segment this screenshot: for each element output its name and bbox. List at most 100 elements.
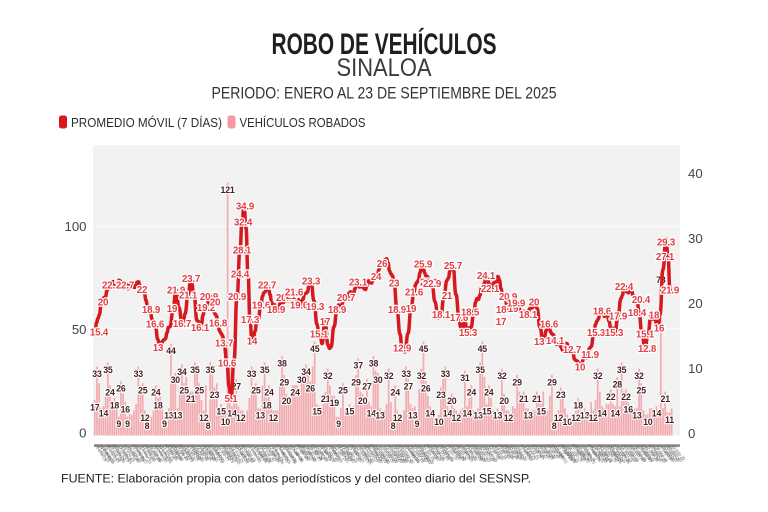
svg-text:14: 14 <box>652 409 662 419</box>
svg-text:27.1: 27.1 <box>656 252 675 263</box>
svg-text:22.7: 22.7 <box>258 280 277 291</box>
svg-text:18: 18 <box>110 400 120 410</box>
svg-text:20.9: 20.9 <box>499 292 518 303</box>
svg-text:23: 23 <box>556 390 566 400</box>
svg-text:16.6: 16.6 <box>146 320 165 331</box>
svg-text:28: 28 <box>613 379 623 389</box>
svg-text:12.8: 12.8 <box>638 344 657 355</box>
svg-text:44: 44 <box>166 346 176 356</box>
svg-text:16.1: 16.1 <box>191 323 210 334</box>
svg-text:14: 14 <box>99 409 109 419</box>
svg-text:24.4: 24.4 <box>231 269 250 280</box>
svg-text:15.3: 15.3 <box>605 328 624 339</box>
svg-text:100: 100 <box>64 219 86 234</box>
svg-text:17.6: 17.6 <box>450 313 469 324</box>
svg-text:12: 12 <box>199 413 209 423</box>
svg-text:21: 21 <box>321 394 331 404</box>
svg-text:9: 9 <box>116 419 121 429</box>
svg-text:10: 10 <box>563 417 573 427</box>
svg-text:9: 9 <box>162 419 167 429</box>
svg-text:15: 15 <box>312 407 322 417</box>
svg-text:35: 35 <box>617 365 627 375</box>
svg-text:40: 40 <box>688 166 703 181</box>
svg-text:25: 25 <box>251 386 261 396</box>
svg-text:18.9: 18.9 <box>388 305 407 316</box>
svg-text:23: 23 <box>210 390 220 400</box>
svg-text:22: 22 <box>621 392 631 402</box>
svg-text:18.6: 18.6 <box>593 307 612 318</box>
svg-text:16: 16 <box>654 324 665 335</box>
svg-text:PROMEDIO MÓVIL (7 DÍAS): PROMEDIO MÓVIL (7 DÍAS) <box>71 115 222 130</box>
svg-text:13: 13 <box>173 411 183 421</box>
svg-text:15.3: 15.3 <box>587 328 606 339</box>
svg-text:24: 24 <box>371 272 382 283</box>
svg-text:12: 12 <box>554 413 564 423</box>
svg-text:13.7: 13.7 <box>215 338 234 349</box>
svg-text:PERIODO: ENERO AL 23 DE SEPTIE: PERIODO: ENERO AL 23 DE SEPTIEMBRE DEL 2… <box>212 84 557 103</box>
svg-text:45: 45 <box>310 344 320 354</box>
svg-text:20: 20 <box>282 396 292 406</box>
svg-text:19.6: 19.6 <box>290 300 309 311</box>
svg-text:23.1: 23.1 <box>420 278 439 289</box>
svg-text:SINALOA: SINALOA <box>337 54 432 82</box>
svg-text:13: 13 <box>580 411 590 421</box>
svg-text:32: 32 <box>497 371 507 381</box>
svg-text:14: 14 <box>597 409 607 419</box>
svg-text:28.1: 28.1 <box>233 245 252 256</box>
svg-text:38: 38 <box>277 359 287 369</box>
svg-text:12.7: 12.7 <box>563 345 582 356</box>
svg-text:10: 10 <box>688 361 703 376</box>
svg-text:18: 18 <box>153 400 163 410</box>
svg-text:50: 50 <box>72 322 87 337</box>
svg-text:26: 26 <box>421 384 431 394</box>
svg-text:16.7: 16.7 <box>173 319 192 330</box>
svg-text:23.7: 23.7 <box>182 274 201 285</box>
svg-text:24.1: 24.1 <box>477 271 496 282</box>
svg-text:19.9: 19.9 <box>507 298 526 309</box>
svg-text:26: 26 <box>306 384 316 394</box>
svg-text:15.3: 15.3 <box>459 328 478 339</box>
svg-text:22.4: 22.4 <box>615 282 634 293</box>
svg-text:24: 24 <box>484 388 494 398</box>
svg-text:12: 12 <box>504 413 514 423</box>
svg-text:18.9: 18.9 <box>496 305 515 316</box>
svg-text:35: 35 <box>475 365 485 375</box>
svg-text:24: 24 <box>391 388 401 398</box>
svg-text:21.9: 21.9 <box>167 285 186 296</box>
svg-text:45: 45 <box>419 344 429 354</box>
svg-text:30: 30 <box>297 375 307 385</box>
svg-text:15.4: 15.4 <box>90 327 109 338</box>
svg-text:21.9: 21.9 <box>661 285 680 296</box>
svg-text:12: 12 <box>269 413 279 423</box>
svg-text:21.6: 21.6 <box>405 287 424 298</box>
svg-text:33: 33 <box>134 369 144 379</box>
svg-text:30: 30 <box>688 231 703 246</box>
svg-text:19.6: 19.6 <box>252 300 271 311</box>
svg-text:30: 30 <box>171 375 181 385</box>
svg-text:20: 20 <box>688 296 703 311</box>
svg-text:VEHÍCULOS ROBADOS: VEHÍCULOS ROBADOS <box>240 115 366 130</box>
svg-text:14: 14 <box>443 409 453 419</box>
svg-text:29.3: 29.3 <box>657 238 676 249</box>
svg-text:33: 33 <box>247 369 257 379</box>
svg-text:23: 23 <box>389 278 400 289</box>
svg-text:20.7: 20.7 <box>337 293 356 304</box>
svg-text:26: 26 <box>377 259 388 270</box>
svg-text:27: 27 <box>404 382 414 392</box>
svg-text:13: 13 <box>632 411 642 421</box>
svg-text:29: 29 <box>280 377 290 387</box>
svg-text:8: 8 <box>391 421 396 431</box>
svg-text:20.9: 20.9 <box>228 292 247 303</box>
svg-text:21: 21 <box>661 394 671 404</box>
svg-text:12: 12 <box>140 413 150 423</box>
svg-text:13: 13 <box>473 411 483 421</box>
svg-text:21.6: 21.6 <box>285 287 304 298</box>
svg-text:22.7: 22.7 <box>116 280 135 291</box>
svg-text:18.9: 18.9 <box>142 305 161 316</box>
svg-text:14: 14 <box>227 409 237 419</box>
svg-text:17: 17 <box>496 317 507 328</box>
svg-text:22: 22 <box>606 392 616 402</box>
svg-text:18.1: 18.1 <box>519 310 538 321</box>
svg-text:22.9: 22.9 <box>423 279 442 290</box>
svg-text:17.3: 17.3 <box>241 315 260 326</box>
